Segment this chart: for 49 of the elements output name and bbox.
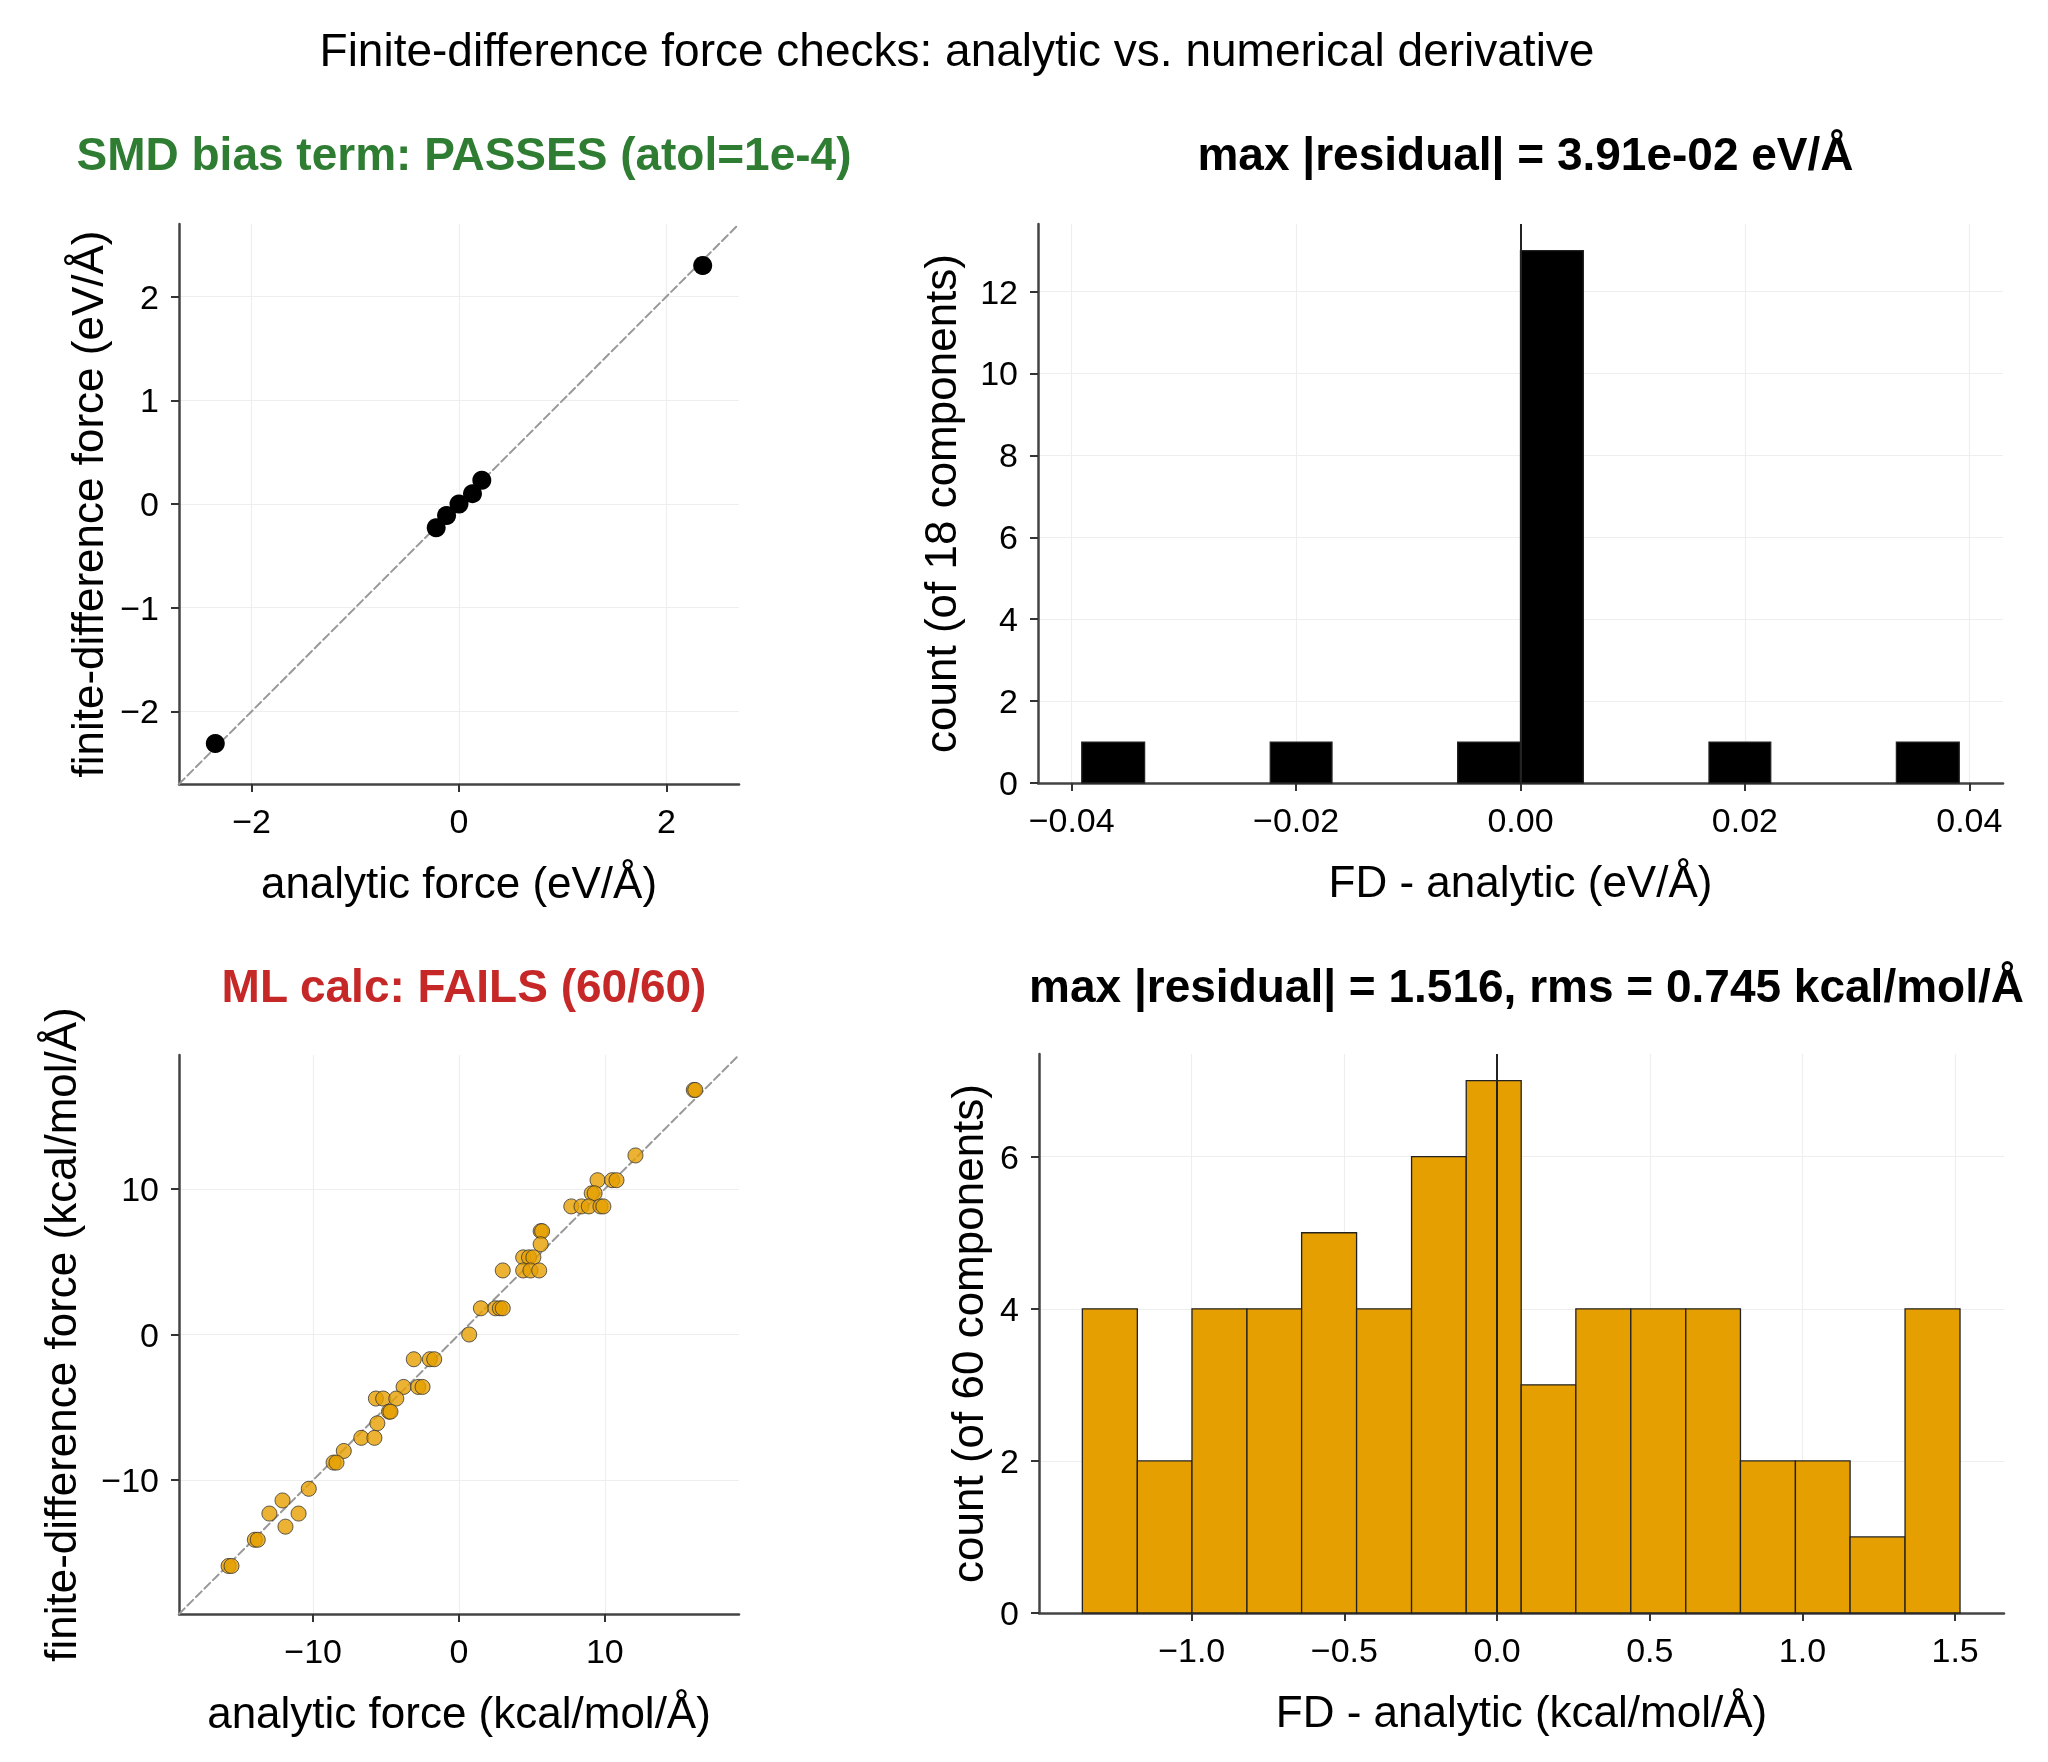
y-axis-title: count (of 18 components) [915, 254, 965, 753]
y-tick-label: 12 [980, 272, 1018, 311]
y-tick-label: −10 [101, 1461, 159, 1500]
y-tick-label: 8 [999, 436, 1018, 475]
y-tick-label: 0 [1000, 1594, 1019, 1632]
x-tick-label: 1.0 [1778, 1631, 1827, 1669]
x-tick-label: 1.5 [1931, 1631, 1979, 1669]
x-tick-label: 0.5 [1626, 1631, 1674, 1669]
y-tick-label: 10 [980, 354, 1018, 393]
y-axis-title: finite-difference force (kcal/mol/Å) [35, 1007, 85, 1662]
x-tick-label: −0.5 [1310, 1631, 1378, 1669]
text: Finite-difference force checks: analytic vs. numerical derivative [319, 23, 1595, 77]
y-tick-label: 2 [999, 682, 1018, 721]
y-tick-label: 0 [140, 485, 159, 523]
x-axis-title: analytic force (kcal/mol/Å) [207, 1687, 711, 1737]
x-axis-title: FD - analytic (eV/Å) [1328, 856, 1713, 906]
chart-title: SMD bias term: PASSES (atol=1e-4) [76, 128, 852, 180]
y-tick-label: 6 [999, 518, 1018, 557]
x-tick-label: 0.0 [1473, 1631, 1521, 1669]
y-tick-label: −2 [120, 692, 159, 731]
x-tick-label: −1.0 [1158, 1631, 1226, 1669]
x-tick-label: −10 [284, 1632, 343, 1670]
y-tick-label: 2 [140, 277, 159, 316]
x-tick-label: 0 [449, 802, 469, 840]
y-tick-label: 2 [1000, 1441, 1019, 1480]
x-axis-title: FD - analytic (kcal/mol/Å) [1275, 1686, 1768, 1736]
y-axis-title: count (of 60 components) [942, 1084, 992, 1583]
y-tick-label: 1 [140, 381, 159, 420]
y-axis-title: finite-difference force (eV/Å) [62, 230, 112, 778]
y-tick-label: 4 [999, 600, 1018, 639]
chart-title: max |residual| = 3.91e-02 eV/Å [1197, 128, 1854, 180]
y-tick-label: 0 [140, 1315, 159, 1354]
x-tick-label: 0.02 [1711, 801, 1779, 839]
x-tick-label: 0.04 [1936, 801, 2003, 839]
y-tick-label: 10 [121, 1169, 159, 1208]
x-tick-label: 0 [449, 1632, 469, 1670]
x-tick-label: 2 [656, 802, 676, 840]
x-axis-title: analytic force (eV/Å) [260, 857, 658, 907]
x-tick-label: −0.02 [1253, 801, 1340, 839]
x-tick-label: 10 [585, 1632, 624, 1670]
y-tick-label: −1 [120, 588, 159, 627]
y-tick-label: 4 [1000, 1289, 1019, 1328]
y-tick-label: 0 [999, 764, 1018, 802]
x-tick-label: 0.00 [1487, 801, 1554, 839]
x-tick-label: −0.04 [1028, 801, 1115, 839]
chart-title: ML calc: FAILS (60/60) [221, 960, 707, 1012]
y-tick-label: 6 [1000, 1137, 1019, 1176]
chart-title: max |residual| = 1.516, rms = 0.745 kcal/mol/Å [1029, 960, 2024, 1012]
x-tick-label: −2 [232, 802, 271, 840]
